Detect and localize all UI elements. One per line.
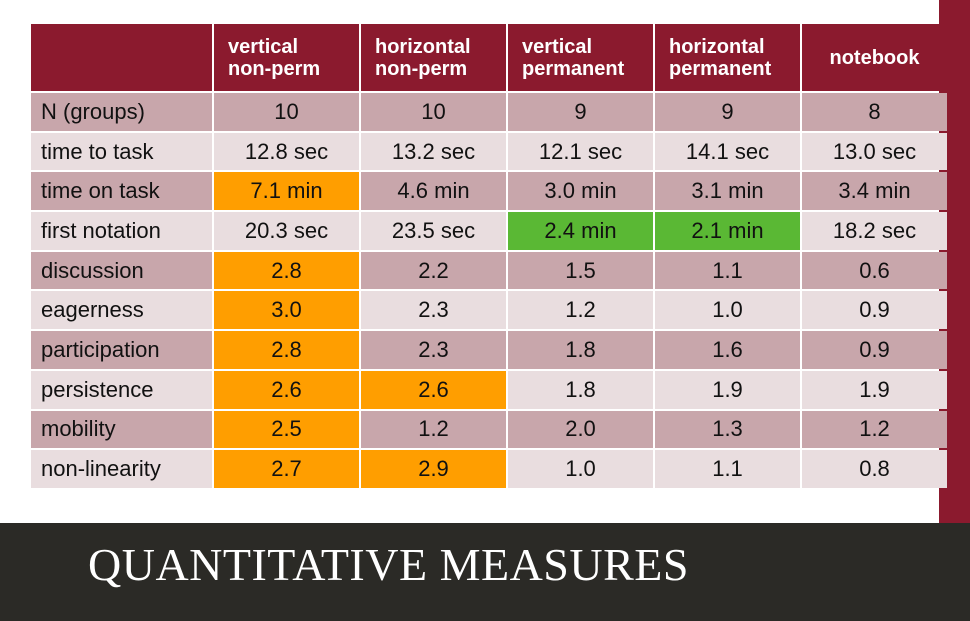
highlighted-cell: 2.8 <box>214 251 359 290</box>
table-cell: 2.3 <box>361 331 506 369</box>
table-row: non-linearity 2.7 2.9 1.0 1.1 0.8 <box>31 450 947 488</box>
row-label: eagerness <box>31 291 212 330</box>
table-cell: 1.8 <box>508 331 653 369</box>
table-row: time on task 7.1 min 4.6 min 3.0 min 3.1… <box>31 172 947 211</box>
table-cell: 13.0 sec <box>802 132 947 171</box>
table-cell: 1.2 <box>802 410 947 449</box>
table-cell: 23.5 sec <box>361 212 506 250</box>
table-cell: 14.1 sec <box>655 132 800 171</box>
highlighted-cell: 7.1 min <box>214 172 359 211</box>
table-cell: 2.0 <box>508 410 653 449</box>
table-cell: 4.6 min <box>361 172 506 211</box>
table-cell: 1.0 <box>508 450 653 488</box>
table-cell: 2.3 <box>361 291 506 330</box>
corner-header-cell <box>31 24 212 91</box>
row-label: time on task <box>31 172 212 211</box>
table-cell: 0.6 <box>802 251 947 290</box>
row-label: N (groups) <box>31 93 212 131</box>
highlighted-cell: 2.9 <box>361 450 506 488</box>
row-label: first notation <box>31 212 212 250</box>
column-header-line: horizontal <box>375 35 471 58</box>
highlighted-cell: 2.6 <box>214 370 359 409</box>
table-row: N (groups) 10 10 9 9 8 <box>31 93 947 131</box>
slide-footer <box>0 523 970 621</box>
table-row: participation 2.8 2.3 1.8 1.6 0.9 <box>31 331 947 369</box>
column-header-line: permanent <box>669 57 772 80</box>
table-cell: 1.6 <box>655 331 800 369</box>
table-cell: 0.8 <box>802 450 947 488</box>
table-cell: 18.2 sec <box>802 212 947 250</box>
table-cell: 1.5 <box>508 251 653 290</box>
table-cell: 1.8 <box>508 370 653 409</box>
table-row: discussion 2.8 2.2 1.5 1.1 0.6 <box>31 251 947 290</box>
table-cell: 1.0 <box>655 291 800 330</box>
table-cell: 20.3 sec <box>214 212 359 250</box>
highlighted-cell: 2.5 <box>214 410 359 449</box>
table-cell: 1.2 <box>508 291 653 330</box>
column-header-line: vertical <box>228 35 299 58</box>
table-cell: 12.1 sec <box>508 132 653 171</box>
table-cell: 10 <box>361 93 506 131</box>
table-row: time to task 12.8 sec 13.2 sec 12.1 sec … <box>31 132 947 171</box>
table-cell: 3.0 min <box>508 172 653 211</box>
column-header-line: non-perm <box>375 57 468 80</box>
table-cell: 2.2 <box>361 251 506 290</box>
table-cell: 10 <box>214 93 359 131</box>
table-cell: 1.2 <box>361 410 506 449</box>
table-cell: 3.1 min <box>655 172 800 211</box>
highlighted-cell: 2.4 min <box>508 212 653 250</box>
table-cell: 0.9 <box>802 291 947 330</box>
table-cell: 1.1 <box>655 251 800 290</box>
table-row: first notation 20.3 sec 23.5 sec 2.4 min… <box>31 212 947 250</box>
column-header-horizontal-permanent: horizontal permanent <box>655 24 800 91</box>
table-row: eagerness 3.0 2.3 1.2 1.0 0.9 <box>31 291 947 330</box>
column-header-line: vertical <box>522 35 593 58</box>
table-cell: 9 <box>655 93 800 131</box>
column-header-line: non-perm <box>228 57 321 80</box>
table-cell: 1.3 <box>655 410 800 449</box>
table-cell: 3.4 min <box>802 172 947 211</box>
highlighted-cell: 2.1 min <box>655 212 800 250</box>
table-cell: 12.8 sec <box>214 132 359 171</box>
row-label: participation <box>31 331 212 369</box>
row-label: non-linearity <box>31 450 212 488</box>
highlighted-cell: 3.0 <box>214 291 359 330</box>
table-cell: 13.2 sec <box>361 132 506 171</box>
row-label: persistence <box>31 370 212 409</box>
column-header-notebook: notebook <box>802 24 947 91</box>
table-row: mobility 2.5 1.2 2.0 1.3 1.2 <box>31 410 947 449</box>
highlighted-cell: 2.6 <box>361 370 506 409</box>
table-cell: 8 <box>802 93 947 131</box>
row-label: mobility <box>31 410 212 449</box>
column-header-line: permanent <box>522 57 625 80</box>
column-header-horizontal-non-perm: horizontal non-perm <box>361 24 506 91</box>
column-header-line: notebook <box>829 46 920 69</box>
row-label: discussion <box>31 251 212 290</box>
table-row: persistence 2.6 2.6 1.8 1.9 1.9 <box>31 370 947 409</box>
quantitative-measures-table: vertical non-perm horizontal non-perm ve… <box>29 22 949 490</box>
table-cell: 0.9 <box>802 331 947 369</box>
table-cell: 1.9 <box>655 370 800 409</box>
table-header-row: vertical non-perm horizontal non-perm ve… <box>31 24 947 91</box>
column-header-vertical-permanent: vertical permanent <box>508 24 653 91</box>
column-header-vertical-non-perm: vertical non-perm <box>214 24 359 91</box>
slide-title: QUANTITATIVE MEASURES <box>88 539 689 590</box>
column-header-line: horizontal <box>669 35 765 58</box>
highlighted-cell: 2.8 <box>214 331 359 369</box>
table-cell: 1.9 <box>802 370 947 409</box>
highlighted-cell: 2.7 <box>214 450 359 488</box>
table-cell: 1.1 <box>655 450 800 488</box>
row-label: time to task <box>31 132 212 171</box>
table-cell: 9 <box>508 93 653 131</box>
